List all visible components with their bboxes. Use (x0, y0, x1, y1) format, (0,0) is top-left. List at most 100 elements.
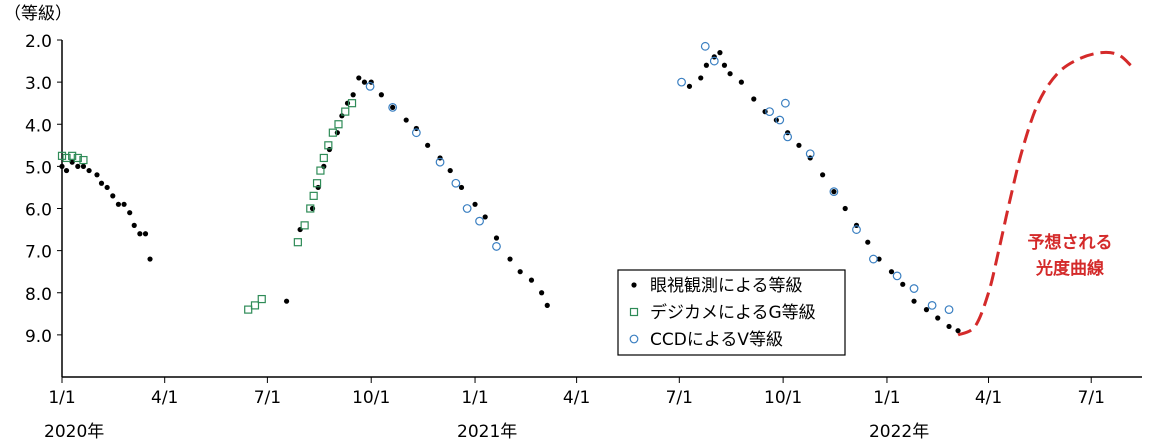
data-point (110, 193, 116, 199)
data-point (62, 153, 71, 163)
x-tick-label: 4/1 (563, 388, 590, 408)
data-point (892, 271, 902, 281)
x-tick-label: 1/1 (48, 388, 75, 408)
data-point (738, 79, 744, 85)
data-point (121, 201, 127, 207)
data-point (80, 163, 87, 169)
data-point (462, 204, 472, 213)
data-point (780, 98, 790, 108)
legend-marker (629, 307, 639, 317)
data-point (783, 132, 793, 142)
data-point (104, 184, 110, 191)
data-point (361, 79, 368, 85)
data-point (324, 141, 333, 150)
data-point (775, 115, 785, 125)
data-point (365, 81, 375, 91)
data-point (312, 179, 322, 188)
data-point (829, 187, 839, 197)
data-point (796, 142, 802, 148)
x-tick-label: 1/1 (873, 388, 900, 408)
y-tick-label: 4.0 (25, 116, 52, 136)
y-tick-label: 5.0 (25, 158, 52, 178)
legend (617, 269, 846, 356)
data-point (927, 300, 937, 310)
year-label: 2022年 (869, 422, 929, 442)
data-point (703, 62, 709, 68)
data-point (356, 75, 362, 81)
data-point (334, 120, 343, 129)
data-point (458, 184, 465, 191)
annotation: 光度曲線 (1035, 258, 1104, 279)
data-point (888, 269, 895, 275)
legend-marker (629, 334, 639, 344)
data-point (86, 167, 92, 174)
data-point (700, 41, 710, 51)
data-point (75, 163, 81, 169)
data-point (328, 128, 337, 137)
data-point (257, 294, 266, 304)
data-point (876, 256, 882, 262)
data-point (944, 305, 954, 315)
data-point (68, 151, 77, 160)
y-tick-label: 7.0 (25, 243, 52, 263)
data-point (842, 205, 848, 212)
data-point (544, 302, 550, 308)
data-point (316, 166, 325, 175)
data-point (250, 301, 260, 310)
data-point (698, 75, 704, 81)
x-tick-label: 4/1 (151, 388, 178, 408)
data-point (493, 235, 500, 241)
data-point (805, 149, 815, 159)
data-point (309, 191, 318, 200)
data-point (820, 172, 826, 178)
data-point (341, 107, 350, 116)
x-tick-label: 7/1 (1078, 388, 1105, 408)
data-point (751, 96, 757, 102)
data-point (350, 92, 356, 98)
data-point (297, 226, 303, 233)
y-tick-label: 6.0 (25, 201, 52, 221)
data-point (451, 178, 461, 188)
data-point (390, 104, 396, 110)
data-point (852, 225, 861, 234)
data-point (63, 167, 70, 174)
data-point (492, 242, 501, 251)
data-point (717, 50, 723, 56)
data-point (946, 323, 952, 330)
legend-label: 眼視観測による等級 (650, 276, 803, 296)
data-point (721, 62, 728, 68)
y-tick-label: 2.0 (25, 32, 52, 52)
data-point (244, 305, 253, 314)
data-point (73, 153, 82, 163)
data-point (482, 214, 488, 220)
y-tick-label: 8.0 (25, 285, 52, 305)
x-tick-label: 7/1 (666, 388, 693, 408)
data-point (539, 290, 545, 296)
data-point (388, 102, 398, 112)
data-point (79, 155, 88, 165)
data-point (283, 298, 290, 304)
data-point (709, 56, 719, 66)
plot (57, 41, 1132, 337)
data-point (923, 307, 930, 313)
data-point (909, 284, 919, 293)
x-tick-label: 10/1 (352, 388, 390, 408)
data-point (831, 189, 837, 195)
x-tick-label: 10/1 (764, 388, 802, 408)
data-point (507, 256, 513, 262)
data-point (900, 281, 906, 287)
data-point (955, 328, 961, 334)
y-tick-label: 9.0 (25, 327, 52, 347)
data-point (142, 231, 149, 237)
y-tick-label: 3.0 (25, 74, 52, 94)
data-point (57, 151, 67, 160)
data-point (334, 130, 340, 136)
data-point (293, 238, 302, 247)
data-point (300, 221, 309, 230)
prediction-curve (957, 50, 1132, 337)
data-point (94, 172, 100, 178)
data-point (425, 142, 431, 148)
data-point (411, 128, 421, 138)
